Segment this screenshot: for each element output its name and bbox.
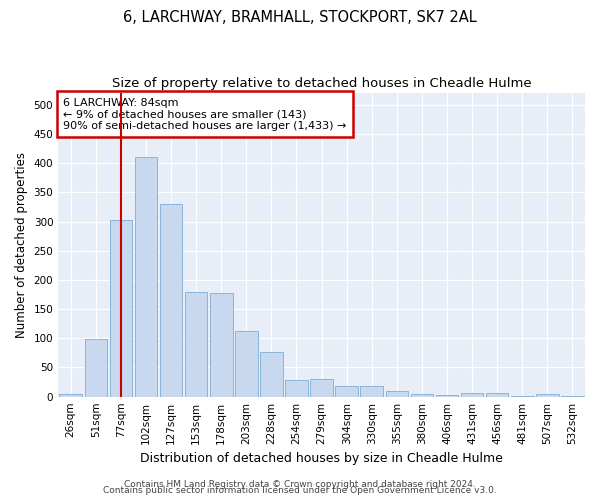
- Text: 6, LARCHWAY, BRAMHALL, STOCKPORT, SK7 2AL: 6, LARCHWAY, BRAMHALL, STOCKPORT, SK7 2A…: [123, 10, 477, 25]
- Text: 6 LARCHWAY: 84sqm
← 9% of detached houses are smaller (143)
90% of semi-detached: 6 LARCHWAY: 84sqm ← 9% of detached house…: [64, 98, 347, 131]
- Bar: [160, 204, 182, 396]
- Bar: [59, 394, 82, 396]
- Bar: [235, 330, 257, 396]
- X-axis label: Distribution of detached houses by size in Cheadle Hulme: Distribution of detached houses by size …: [140, 452, 503, 465]
- Bar: [410, 394, 433, 396]
- Bar: [335, 386, 358, 396]
- Bar: [85, 339, 107, 396]
- Bar: [185, 292, 208, 397]
- Bar: [536, 394, 559, 396]
- Bar: [310, 379, 333, 396]
- Text: Contains HM Land Registry data © Crown copyright and database right 2024.: Contains HM Land Registry data © Crown c…: [124, 480, 476, 489]
- Bar: [134, 156, 157, 396]
- Y-axis label: Number of detached properties: Number of detached properties: [15, 152, 28, 338]
- Bar: [386, 392, 408, 396]
- Bar: [260, 352, 283, 397]
- Bar: [210, 292, 233, 397]
- Bar: [436, 395, 458, 396]
- Bar: [285, 380, 308, 396]
- Bar: [461, 392, 484, 396]
- Bar: [110, 220, 132, 396]
- Title: Size of property relative to detached houses in Cheadle Hulme: Size of property relative to detached ho…: [112, 78, 532, 90]
- Bar: [361, 386, 383, 396]
- Bar: [486, 392, 508, 396]
- Text: Contains public sector information licensed under the Open Government Licence v3: Contains public sector information licen…: [103, 486, 497, 495]
